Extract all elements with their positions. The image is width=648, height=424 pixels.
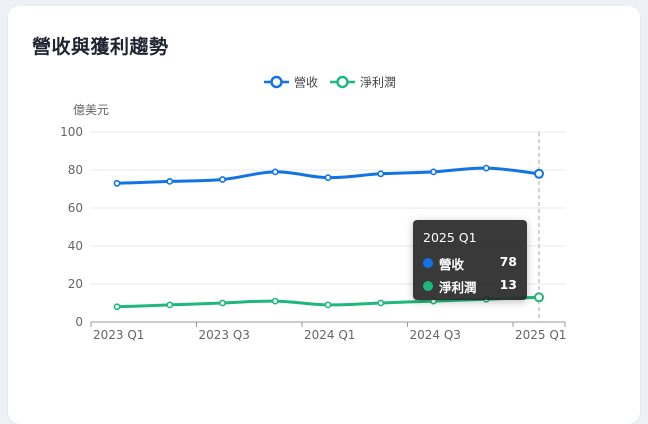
tooltip-title: 2025 Q1 <box>423 230 477 245</box>
legend-marker-icon <box>336 75 349 89</box>
chart-card: 營收與獲利趨勢 <box>8 6 640 424</box>
data-point[interactable] <box>166 177 174 185</box>
legend-item-revenue[interactable]: 營收 <box>264 76 318 90</box>
y-tick-label: 40 <box>68 239 83 253</box>
data-point[interactable] <box>324 174 332 181</box>
x-tick-label: 2024 Q3 <box>410 328 461 342</box>
tooltip-series-value: 78 <box>499 254 517 269</box>
chart-tooltip: 2025 Q1 營收 78 淨利潤 13 <box>413 220 527 300</box>
x-tick-label: 2023 Q3 <box>199 328 250 342</box>
chart-card-title: 營收與獲利趨勢 <box>32 36 169 58</box>
tooltip-series-value: 13 <box>499 277 517 292</box>
data-point[interactable] <box>166 301 174 309</box>
data-point[interactable] <box>482 164 490 172</box>
data-point[interactable] <box>271 297 279 305</box>
data-point[interactable] <box>219 299 226 307</box>
data-point[interactable] <box>430 168 437 176</box>
tooltip-series-name: 營收 <box>439 257 465 272</box>
legend-label: 營收 <box>294 76 318 90</box>
data-point[interactable] <box>113 179 121 187</box>
data-point[interactable] <box>219 176 226 183</box>
x-tick-label: 2025 Q1 <box>515 328 566 342</box>
legend-item-profit[interactable]: 淨利潤 <box>330 76 396 90</box>
line-chart: 億美元 0 20 40 60 80 100 2023 Q1 2023 Q3 2024 Q1 2024… <box>60 76 566 343</box>
profit-dot-icon <box>423 281 433 291</box>
y-axis-label: 億美元 <box>73 103 109 117</box>
tooltip-series-name: 淨利潤 <box>439 280 477 295</box>
legend-marker-icon <box>270 75 283 89</box>
y-tick-label: 100 <box>60 125 83 139</box>
tooltip-row-profit: 淨利潤 13 <box>423 277 517 295</box>
data-point[interactable] <box>113 303 121 311</box>
legend-label: 淨利潤 <box>360 76 396 90</box>
y-tick-label: 20 <box>68 277 83 291</box>
data-point[interactable] <box>271 168 279 176</box>
data-point[interactable] <box>324 301 332 309</box>
y-tick-label: 80 <box>68 163 83 177</box>
data-point[interactable] <box>377 170 385 178</box>
x-tick-label: 2023 Q1 <box>93 328 144 342</box>
x-tick-label: 2024 Q1 <box>304 328 355 342</box>
data-point[interactable] <box>534 168 544 179</box>
data-point[interactable] <box>534 292 544 303</box>
revenue-dot-icon <box>423 258 433 268</box>
tooltip-row-revenue: 營收 78 <box>423 254 517 272</box>
y-tick-label: 60 <box>68 201 83 215</box>
data-point[interactable] <box>377 299 385 307</box>
y-tick-label: 0 <box>75 315 83 329</box>
